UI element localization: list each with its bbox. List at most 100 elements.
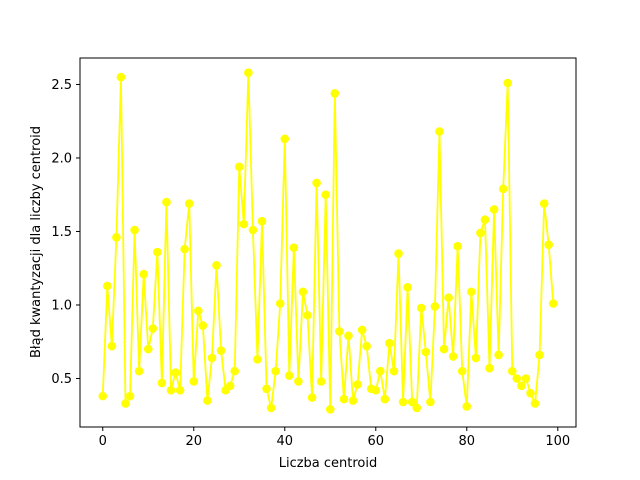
data-point — [448, 352, 458, 361]
data-point — [335, 327, 344, 336]
data-point — [166, 385, 176, 395]
y-axis-ticks: 0.5 1.0 1.5 2.0 2.5 — [51, 78, 80, 387]
data-point — [430, 302, 440, 311]
data-point — [207, 353, 217, 363]
x-tick-label: 80 — [459, 434, 476, 449]
data-point — [244, 68, 253, 77]
x-tick-label: 20 — [185, 434, 202, 449]
data-point — [98, 391, 108, 401]
data-point — [444, 293, 453, 302]
data-point — [184, 199, 194, 208]
y-tick-label: 1.0 — [51, 298, 72, 313]
data-point — [203, 396, 212, 405]
data-point — [357, 325, 367, 335]
data-point — [116, 72, 126, 82]
data-point — [316, 377, 326, 386]
y-tick-label: 2.0 — [51, 151, 72, 166]
y-tick-label: 2.5 — [51, 78, 72, 93]
data-point — [353, 380, 362, 389]
data-point — [280, 134, 290, 144]
data-point — [371, 385, 381, 395]
data-point — [103, 281, 112, 291]
data-point — [175, 385, 185, 395]
data-point — [521, 374, 531, 383]
data-point-layer — [98, 68, 558, 414]
y-axis-label: Błąd kwantyzacji dla liczby centroid — [29, 126, 44, 358]
data-point — [198, 321, 208, 330]
data-point — [457, 366, 467, 376]
data-point — [412, 403, 422, 413]
x-tick-label: 100 — [545, 434, 570, 449]
data-point — [271, 366, 280, 376]
data-point — [416, 303, 426, 313]
data-point — [321, 190, 331, 200]
data-point — [407, 397, 417, 407]
data-point — [294, 377, 303, 386]
data-point — [362, 341, 371, 351]
data-point — [153, 247, 162, 257]
data-point — [194, 306, 203, 316]
data-point — [439, 344, 449, 354]
data-point — [212, 260, 221, 270]
data-point — [234, 162, 244, 172]
data-point — [325, 405, 335, 414]
data-point — [303, 310, 312, 320]
data-point — [380, 394, 390, 404]
x-axis-ticks: 0 20 40 60 80 100 — [99, 427, 570, 449]
data-point — [285, 371, 294, 380]
data-point — [230, 366, 240, 376]
data-point — [485, 363, 494, 373]
data-point — [171, 368, 180, 377]
data-point — [530, 399, 540, 408]
data-point — [517, 381, 526, 391]
series-line — [101, 71, 555, 411]
data-point — [467, 287, 476, 297]
data-point — [421, 347, 431, 357]
data-point — [348, 396, 358, 405]
data-point — [535, 350, 544, 360]
data-point — [130, 225, 139, 235]
data-point — [435, 127, 444, 136]
data-point — [480, 215, 490, 225]
data-point — [216, 346, 226, 355]
data-point — [189, 377, 199, 386]
data-point — [148, 324, 158, 333]
data-point — [476, 228, 485, 238]
data-point — [257, 216, 267, 226]
data-point — [248, 225, 258, 235]
data-point — [403, 283, 412, 292]
data-point — [376, 366, 385, 376]
data-point — [225, 381, 235, 391]
data-point — [539, 199, 549, 208]
data-point — [239, 219, 249, 229]
data-point — [275, 299, 285, 308]
data-point — [526, 388, 535, 398]
series-line-layer — [101, 71, 555, 411]
data-point — [307, 393, 317, 402]
data-point — [398, 397, 408, 407]
data-point — [471, 353, 481, 363]
data-point — [180, 244, 189, 254]
data-point — [494, 350, 503, 360]
data-point — [507, 366, 517, 376]
y-tick-label: 1.5 — [51, 225, 72, 240]
data-point — [125, 391, 135, 401]
data-point — [394, 249, 403, 258]
data-point — [289, 243, 299, 252]
data-point — [266, 403, 276, 413]
data-point — [462, 402, 472, 411]
data-point — [298, 287, 308, 297]
data-point — [344, 331, 353, 341]
data-point — [426, 397, 435, 407]
data-point — [489, 205, 499, 214]
data-point — [162, 197, 171, 207]
data-point — [389, 366, 399, 376]
y-tick-label: 0.5 — [51, 372, 72, 387]
x-tick-label: 40 — [276, 434, 293, 449]
data-point — [453, 241, 462, 251]
x-tick-label: 0 — [99, 434, 107, 449]
data-point — [339, 394, 349, 404]
data-point — [498, 184, 508, 194]
data-point — [262, 384, 271, 394]
x-tick-label: 60 — [368, 434, 385, 449]
